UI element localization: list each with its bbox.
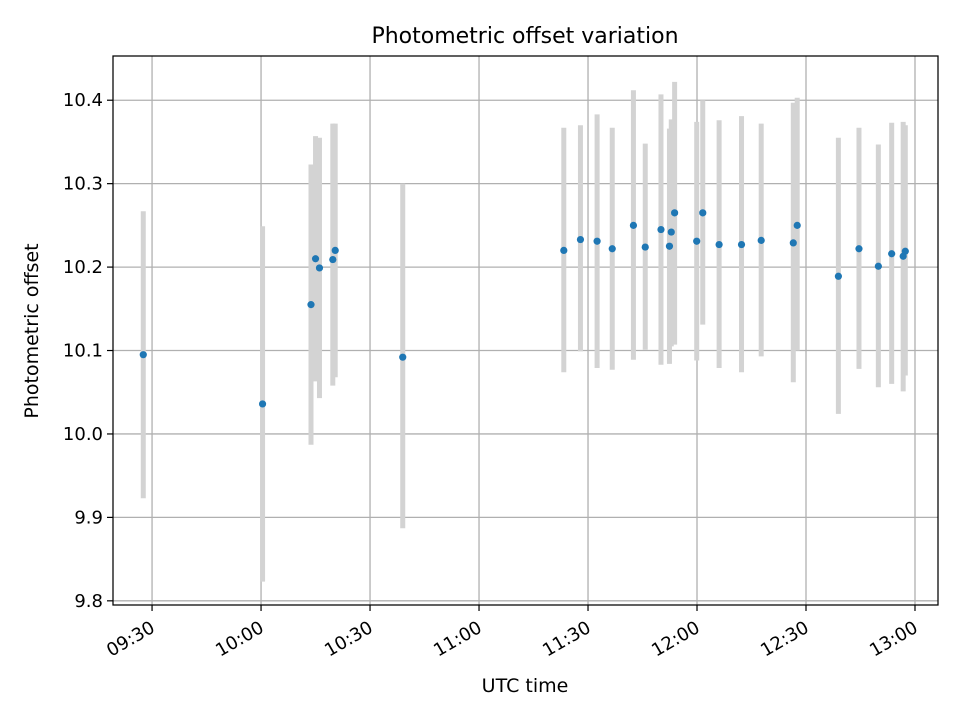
chart-title: Photometric offset variation bbox=[371, 24, 678, 49]
grid-lines bbox=[113, 56, 938, 605]
data-point bbox=[757, 236, 765, 244]
data-point bbox=[671, 209, 679, 217]
y-axis-ticks: 9.8 9.9 10.0 10.1 10.2 10.3 10.4 bbox=[63, 90, 113, 612]
data-point bbox=[901, 247, 909, 255]
data-point bbox=[307, 301, 315, 309]
data-point bbox=[576, 235, 585, 244]
data-point bbox=[331, 246, 339, 255]
y-tick-label: 9.8 bbox=[74, 591, 103, 612]
data-point bbox=[715, 240, 723, 249]
data-point bbox=[874, 262, 882, 270]
data-point bbox=[329, 255, 337, 264]
plot-area-frame bbox=[112, 55, 939, 606]
data-point bbox=[793, 221, 801, 229]
data-point bbox=[834, 272, 842, 280]
data-point bbox=[593, 237, 601, 245]
data-point bbox=[629, 221, 638, 229]
data-point bbox=[608, 245, 616, 253]
data-point bbox=[399, 353, 407, 361]
y-axis-label: Photometric offset bbox=[21, 243, 43, 418]
data-point bbox=[139, 351, 147, 359]
y-tick-label: 10.4 bbox=[63, 90, 103, 111]
y-tick-label: 10.0 bbox=[63, 424, 103, 445]
data-point bbox=[888, 250, 896, 258]
data-point bbox=[789, 239, 797, 247]
data-point bbox=[258, 400, 267, 408]
data-point bbox=[667, 228, 675, 236]
y-tick-label: 9.9 bbox=[74, 507, 103, 528]
y-tick-label: 10.3 bbox=[63, 174, 103, 195]
data-point bbox=[693, 237, 701, 245]
data-point bbox=[657, 225, 665, 234]
data-point bbox=[560, 246, 568, 255]
data-point bbox=[311, 255, 320, 263]
y-tick-label: 10.2 bbox=[63, 257, 103, 278]
y-tick-label: 10.1 bbox=[63, 341, 103, 362]
data-point bbox=[665, 242, 674, 250]
data-point bbox=[855, 245, 863, 253]
data-point bbox=[315, 264, 324, 272]
data-point bbox=[641, 243, 649, 251]
x-axis-label: UTC time bbox=[482, 675, 569, 697]
data-point bbox=[699, 209, 707, 217]
data-points bbox=[139, 209, 909, 408]
data-point bbox=[737, 240, 746, 249]
